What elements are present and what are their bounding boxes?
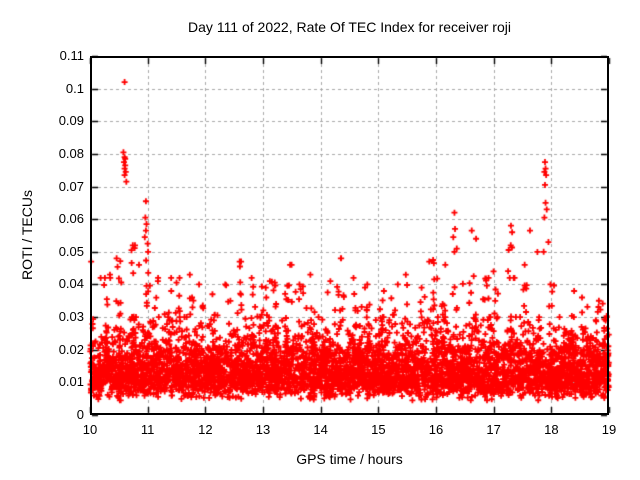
y-tick-label: 0.1: [65, 80, 84, 96]
x-tick-label: 11: [140, 422, 155, 437]
x-tick-label: 13: [255, 422, 271, 437]
x-tick-label: 16: [428, 422, 444, 437]
y-tick-label: 0.09: [58, 113, 84, 129]
y-tick-label: 0: [76, 407, 84, 422]
x-tick-label: 17: [486, 422, 501, 437]
y-tick-label: 0.02: [58, 341, 84, 357]
y-tick-label: 0.08: [58, 145, 84, 161]
x-tick-label: 14: [313, 422, 328, 437]
y-tick-label: 0.04: [58, 276, 84, 292]
x-axis-title: GPS time / hours: [296, 451, 403, 467]
x-tick-label: 10: [82, 422, 98, 437]
y-tick-label: 0.06: [58, 211, 84, 227]
y-tick-label: 0.01: [58, 374, 84, 390]
y-tick-label: 0.05: [58, 243, 84, 259]
x-tick-label: 12: [198, 422, 213, 437]
x-tick-label: 19: [601, 422, 617, 437]
x-tick-label: 15: [371, 422, 386, 437]
plot-border: [90, 56, 609, 415]
y-axis-title: ROTI / TECUs: [19, 190, 35, 280]
y-tick-label: 0.11: [59, 48, 84, 63]
y-tick-label: 0.03: [58, 309, 84, 325]
x-tick-label: 18: [544, 422, 559, 437]
y-tick-label: 0.07: [58, 178, 84, 194]
